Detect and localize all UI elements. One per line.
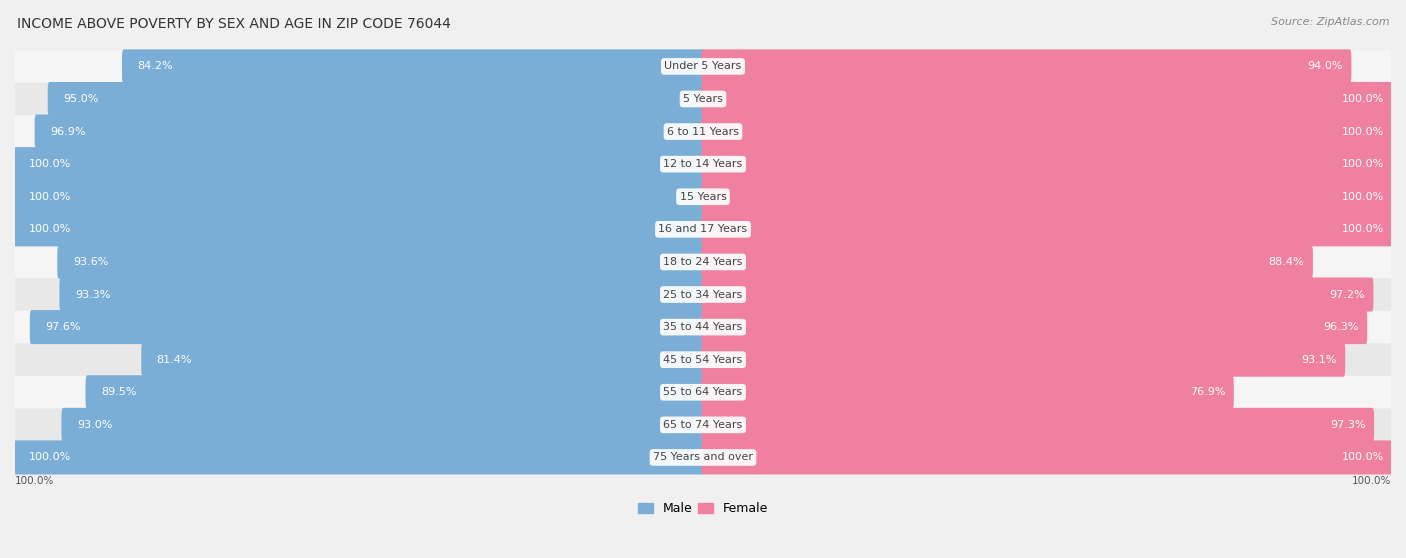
FancyBboxPatch shape [59, 277, 704, 311]
Text: INCOME ABOVE POVERTY BY SEX AND AGE IN ZIP CODE 76044: INCOME ABOVE POVERTY BY SEX AND AGE IN Z… [17, 17, 451, 31]
Text: 100.0%: 100.0% [28, 192, 72, 202]
Text: 100.0%: 100.0% [1341, 159, 1384, 169]
Text: 93.3%: 93.3% [75, 290, 110, 300]
Text: 15 Years: 15 Years [679, 192, 727, 202]
FancyBboxPatch shape [702, 82, 1393, 116]
Text: 5 Years: 5 Years [683, 94, 723, 104]
FancyBboxPatch shape [702, 343, 1346, 377]
Legend: Male, Female: Male, Female [633, 497, 773, 521]
Text: 93.6%: 93.6% [73, 257, 108, 267]
FancyBboxPatch shape [30, 310, 704, 344]
Text: 18 to 24 Years: 18 to 24 Years [664, 257, 742, 267]
FancyBboxPatch shape [15, 376, 1391, 408]
Text: 76.9%: 76.9% [1189, 387, 1225, 397]
FancyBboxPatch shape [702, 408, 1374, 442]
Text: 100.0%: 100.0% [28, 159, 72, 169]
Text: 97.2%: 97.2% [1329, 290, 1365, 300]
FancyBboxPatch shape [141, 343, 704, 377]
FancyBboxPatch shape [702, 375, 1234, 410]
Text: 94.0%: 94.0% [1308, 61, 1343, 71]
Text: 35 to 44 Years: 35 to 44 Years [664, 322, 742, 332]
FancyBboxPatch shape [15, 311, 1391, 343]
Text: 100.0%: 100.0% [1341, 192, 1384, 202]
Text: 100.0%: 100.0% [1341, 224, 1384, 234]
Text: 93.0%: 93.0% [77, 420, 112, 430]
FancyBboxPatch shape [13, 212, 704, 247]
FancyBboxPatch shape [15, 50, 1391, 83]
Text: 100.0%: 100.0% [1341, 453, 1384, 463]
Text: 55 to 64 Years: 55 to 64 Years [664, 387, 742, 397]
Text: 97.6%: 97.6% [45, 322, 80, 332]
Text: Under 5 Years: Under 5 Years [665, 61, 741, 71]
FancyBboxPatch shape [86, 375, 704, 410]
Text: 96.3%: 96.3% [1323, 322, 1358, 332]
FancyBboxPatch shape [58, 245, 704, 279]
Text: 100.0%: 100.0% [28, 224, 72, 234]
FancyBboxPatch shape [702, 245, 1313, 279]
Text: 16 and 17 Years: 16 and 17 Years [658, 224, 748, 234]
Text: 6 to 11 Years: 6 to 11 Years [666, 127, 740, 137]
FancyBboxPatch shape [15, 246, 1391, 278]
Text: 96.9%: 96.9% [51, 127, 86, 137]
FancyBboxPatch shape [702, 114, 1393, 148]
Text: 100.0%: 100.0% [28, 453, 72, 463]
FancyBboxPatch shape [702, 147, 1393, 181]
Text: 81.4%: 81.4% [156, 355, 193, 365]
FancyBboxPatch shape [702, 310, 1367, 344]
FancyBboxPatch shape [15, 116, 1391, 148]
FancyBboxPatch shape [48, 82, 704, 116]
FancyBboxPatch shape [15, 148, 1391, 180]
Text: 100.0%: 100.0% [15, 476, 55, 485]
Text: 12 to 14 Years: 12 to 14 Years [664, 159, 742, 169]
Text: 93.1%: 93.1% [1302, 355, 1337, 365]
Text: 89.5%: 89.5% [101, 387, 136, 397]
FancyBboxPatch shape [15, 83, 1391, 116]
FancyBboxPatch shape [15, 213, 1391, 246]
Text: 88.4%: 88.4% [1268, 257, 1305, 267]
FancyBboxPatch shape [702, 49, 1351, 84]
Text: 84.2%: 84.2% [138, 61, 173, 71]
Text: 100.0%: 100.0% [1341, 94, 1384, 104]
FancyBboxPatch shape [702, 212, 1393, 247]
Text: 45 to 54 Years: 45 to 54 Years [664, 355, 742, 365]
FancyBboxPatch shape [702, 440, 1393, 474]
Text: Source: ZipAtlas.com: Source: ZipAtlas.com [1271, 17, 1389, 27]
FancyBboxPatch shape [35, 114, 704, 148]
FancyBboxPatch shape [15, 343, 1391, 376]
FancyBboxPatch shape [62, 408, 704, 442]
FancyBboxPatch shape [702, 277, 1374, 311]
Text: 100.0%: 100.0% [1341, 127, 1384, 137]
Text: 75 Years and over: 75 Years and over [652, 453, 754, 463]
Text: 100.0%: 100.0% [1351, 476, 1391, 485]
FancyBboxPatch shape [122, 49, 704, 84]
Text: 95.0%: 95.0% [63, 94, 98, 104]
FancyBboxPatch shape [13, 440, 704, 474]
FancyBboxPatch shape [702, 180, 1393, 214]
Text: 97.3%: 97.3% [1330, 420, 1365, 430]
FancyBboxPatch shape [15, 408, 1391, 441]
Text: 65 to 74 Years: 65 to 74 Years [664, 420, 742, 430]
FancyBboxPatch shape [15, 441, 1391, 474]
FancyBboxPatch shape [13, 180, 704, 214]
FancyBboxPatch shape [15, 278, 1391, 311]
Text: 25 to 34 Years: 25 to 34 Years [664, 290, 742, 300]
FancyBboxPatch shape [13, 147, 704, 181]
FancyBboxPatch shape [15, 180, 1391, 213]
